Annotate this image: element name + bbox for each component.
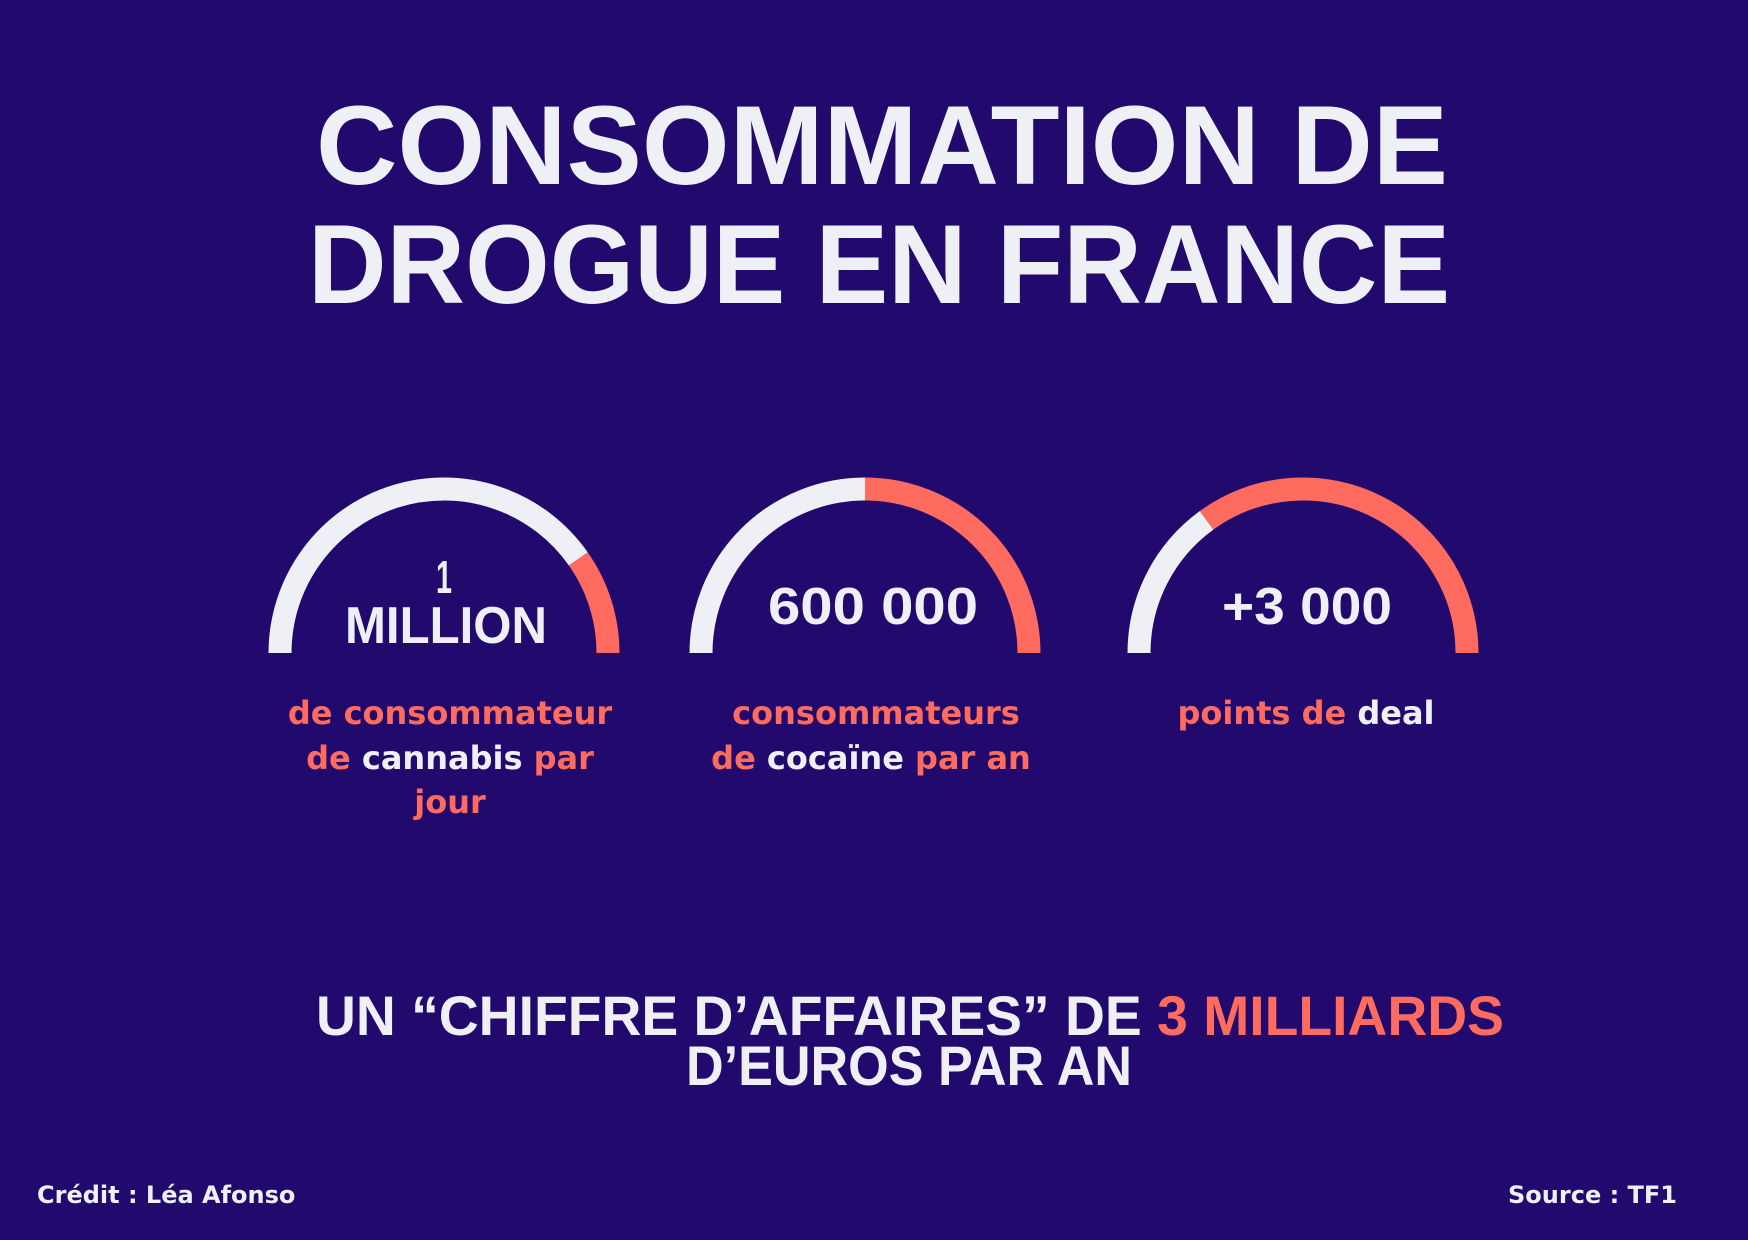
caption-text: par xyxy=(534,739,595,777)
summary-line: D’EUROS PAR AN xyxy=(686,1034,1132,1097)
stat-figure: 1 xyxy=(436,551,452,603)
stat-caption: jour xyxy=(412,783,486,821)
gauge-arc xyxy=(864,477,1041,654)
caption-text: cocaïne xyxy=(767,739,904,777)
stat-caption: de cocaïne par an xyxy=(711,739,1031,777)
stat-figure: +3 000 xyxy=(1222,578,1392,636)
stat-caption: de consommateur xyxy=(288,694,613,732)
source: Source : TF1 xyxy=(1508,1181,1677,1209)
caption-text: de consommateur xyxy=(288,694,613,732)
stat-caption: points de deal xyxy=(1177,694,1434,732)
caption-text: points de xyxy=(1177,694,1346,732)
gauge-arc xyxy=(1199,477,1479,654)
caption-text: de xyxy=(711,739,756,777)
gauge-arc xyxy=(689,477,866,654)
credit: Crédit : Léa Afonso xyxy=(37,1181,295,1209)
gauge-arc xyxy=(1127,511,1214,654)
title-line: DROGUE EN FRANCE xyxy=(308,202,1450,327)
caption-text: par an xyxy=(915,739,1031,777)
stat-caption: de cannabis par xyxy=(306,739,594,777)
summary-text: UN “CHIFFRE D’AFFAIRES” DE xyxy=(316,984,1142,1047)
caption-text: consommateurs xyxy=(732,694,1020,732)
stat-caption: consommateurs xyxy=(732,694,1020,732)
summary-highlight: 3 MILLIARDS xyxy=(1157,984,1504,1047)
caption-text: deal xyxy=(1357,694,1434,732)
gauge-arc xyxy=(568,552,620,654)
stat-figure: MILLION xyxy=(345,597,547,655)
summary-line: UN “CHIFFRE D’AFFAIRES” DE 3 MILLIARDS xyxy=(316,984,1504,1047)
caption-text: de xyxy=(306,739,351,777)
caption-text: jour xyxy=(412,783,486,821)
gauge-arc xyxy=(268,477,588,654)
stat-figure: 600 000 xyxy=(768,578,978,636)
title-line: CONSOMMATION DE xyxy=(316,83,1448,208)
gauges xyxy=(268,477,1479,654)
caption-text: cannabis xyxy=(362,739,523,777)
